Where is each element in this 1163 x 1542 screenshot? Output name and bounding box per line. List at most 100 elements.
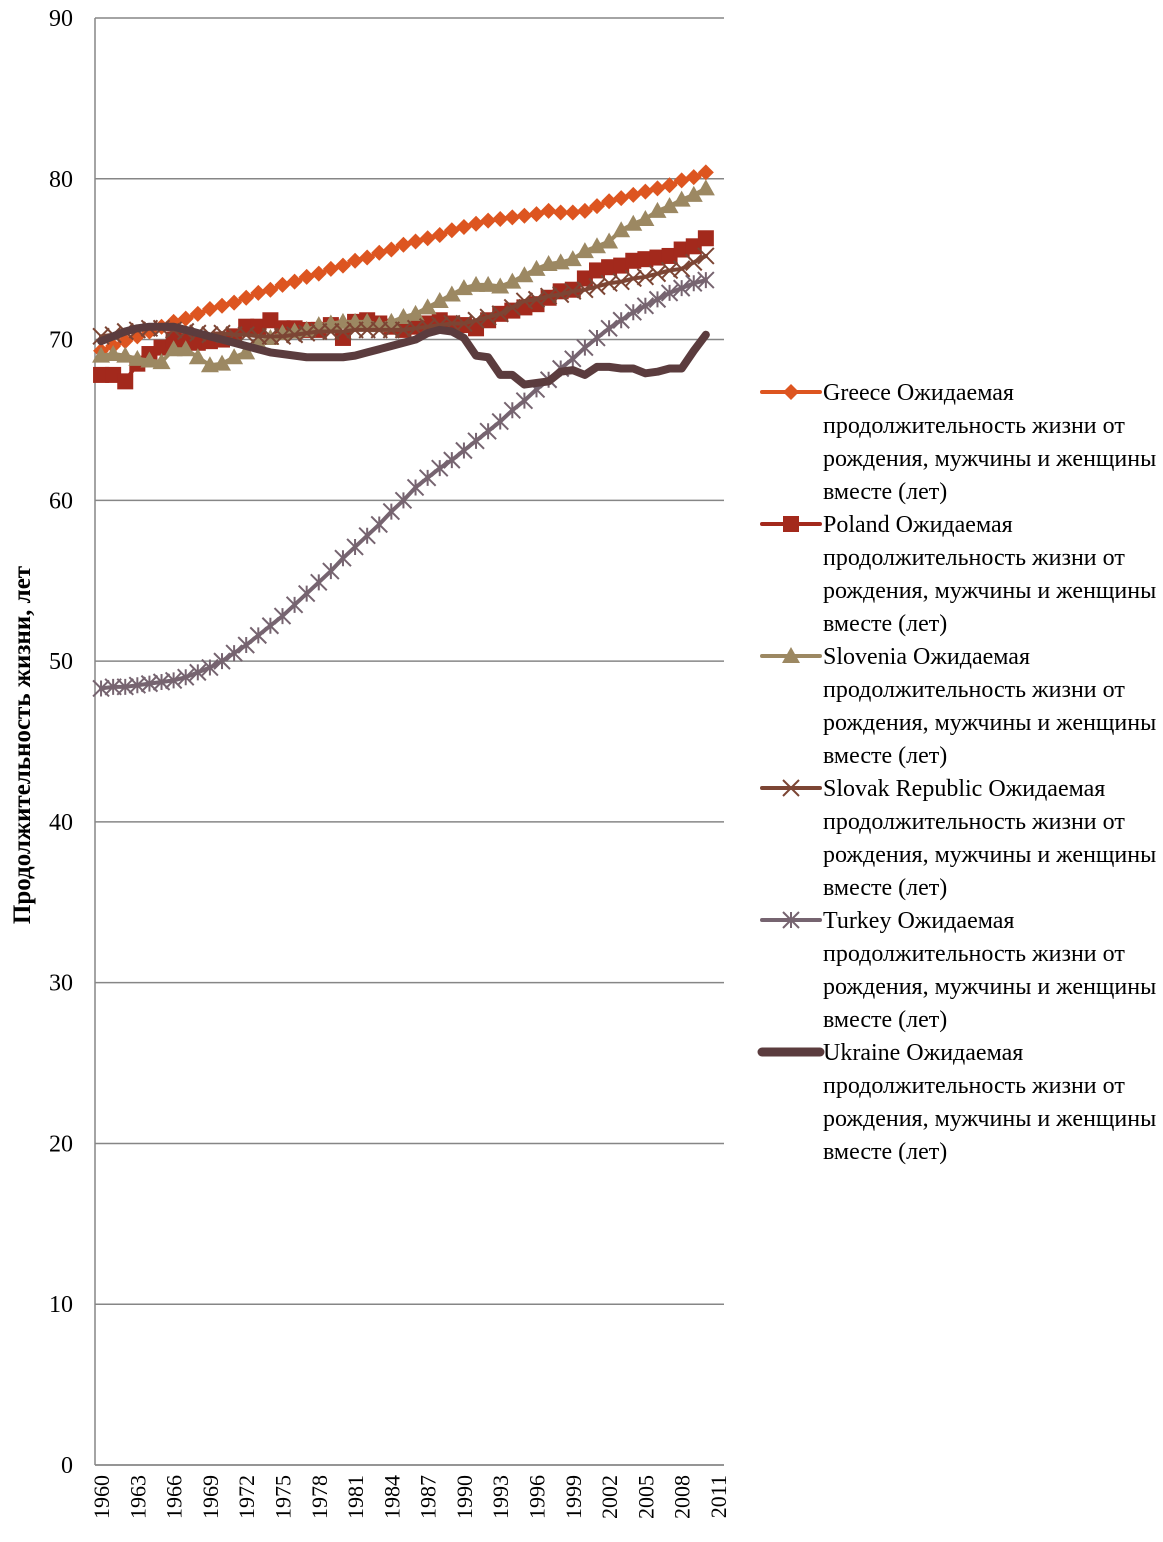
point-marker	[684, 185, 703, 202]
point-marker	[189, 663, 207, 682]
marker-shape	[370, 321, 388, 339]
marker-shape	[310, 265, 327, 282]
point-marker	[588, 198, 605, 215]
marker-shape	[310, 322, 328, 341]
point-marker	[261, 617, 280, 635]
marker-shape	[516, 207, 533, 224]
point-marker	[407, 233, 424, 250]
point-marker	[685, 238, 702, 255]
legend-line-text: вместе (лет)	[823, 1139, 947, 1165]
marker-shape	[442, 285, 461, 302]
marker-shape	[177, 668, 195, 686]
x-tick-label: 1987	[416, 1475, 441, 1519]
point-marker	[563, 250, 582, 267]
legend-line-text: продолжительность жизни от	[823, 941, 1125, 967]
point-marker	[261, 327, 280, 346]
marker-shape	[576, 338, 594, 357]
point-marker	[783, 516, 799, 532]
point-marker	[225, 348, 244, 365]
point-marker	[104, 345, 123, 362]
point-marker	[334, 329, 351, 346]
point-marker	[358, 321, 376, 339]
point-marker	[346, 321, 364, 339]
point-marker	[613, 190, 630, 207]
marker-shape	[164, 671, 183, 690]
point-marker	[298, 268, 315, 285]
x-tick-label: 1993	[488, 1475, 513, 1519]
legend-line-text: рождения, мужчины и женщины	[823, 974, 1156, 1000]
point-marker	[782, 647, 800, 663]
point-marker	[418, 469, 437, 487]
point-marker	[201, 658, 219, 677]
marker-shape	[783, 384, 799, 400]
y-tick-label: 50	[49, 649, 73, 675]
point-marker	[238, 289, 255, 306]
point-marker	[334, 257, 351, 274]
point-marker	[479, 422, 497, 440]
marker-shape	[189, 663, 207, 682]
marker-shape	[468, 215, 485, 232]
marker-shape	[540, 202, 557, 219]
marker-shape	[782, 647, 800, 663]
marker-shape	[684, 185, 703, 202]
x-tick-label: 1981	[343, 1475, 368, 1519]
marker-shape	[685, 274, 703, 292]
marker-shape	[419, 230, 436, 247]
marker-shape	[624, 303, 642, 321]
marker-shape	[491, 277, 510, 294]
marker-shape	[93, 366, 110, 383]
point-marker	[455, 441, 473, 460]
marker-shape	[637, 183, 654, 200]
marker-shape	[649, 249, 666, 266]
x-tick-label: 1966	[162, 1475, 187, 1519]
marker-shape	[346, 321, 364, 339]
point-marker	[249, 327, 268, 346]
marker-shape	[636, 268, 655, 286]
point-marker	[152, 353, 171, 370]
marker-shape	[528, 206, 545, 223]
marker-shape	[661, 247, 678, 264]
marker-shape	[455, 441, 473, 460]
point-marker	[612, 272, 630, 291]
marker-shape	[612, 311, 630, 329]
point-marker	[672, 190, 691, 207]
marker-shape	[601, 193, 618, 210]
marker-shape	[358, 321, 376, 339]
marker-shape	[250, 318, 267, 335]
marker-shape	[359, 249, 376, 266]
marker-shape	[238, 289, 255, 306]
marker-shape	[322, 322, 340, 341]
marker-shape	[201, 301, 218, 318]
y-tick-label: 30	[49, 971, 73, 997]
legend-line-text: продолжительность жизни от	[823, 809, 1125, 835]
legend-entry: Turkey Ожидаемая продолжительность жизни …	[823, 908, 1156, 1033]
marker-shape	[697, 230, 714, 247]
legend-entry: Slovak Republic Ожидаемая продолжительнос…	[823, 776, 1156, 901]
marker-shape	[612, 272, 630, 291]
legend-line-text: Slovenia Ожидаемая	[823, 644, 1030, 670]
marker-shape	[334, 257, 351, 274]
point-marker	[648, 201, 667, 218]
point-marker	[551, 285, 570, 304]
x-tick-label: 1978	[307, 1475, 332, 1519]
marker-shape	[467, 275, 486, 292]
marker-shape	[237, 636, 255, 654]
legend-entry: Slovenia Ожидаемая продолжительность жизн…	[823, 644, 1156, 769]
legend-line-text: вместе (лет)	[823, 611, 947, 637]
marker-shape	[660, 197, 679, 214]
point-marker	[528, 206, 545, 223]
marker-shape	[274, 276, 291, 293]
y-axis-label: Продолжительность жизни, лет	[9, 566, 36, 924]
marker-shape	[261, 327, 280, 346]
point-marker	[625, 252, 642, 269]
marker-shape	[515, 266, 534, 283]
y-tick-label: 10	[49, 1292, 73, 1318]
point-marker	[636, 268, 655, 286]
marker-shape	[383, 241, 400, 258]
marker-shape	[527, 290, 546, 309]
marker-shape	[443, 222, 460, 239]
marker-shape	[226, 294, 243, 311]
marker-shape	[201, 658, 219, 677]
point-marker	[783, 384, 799, 400]
